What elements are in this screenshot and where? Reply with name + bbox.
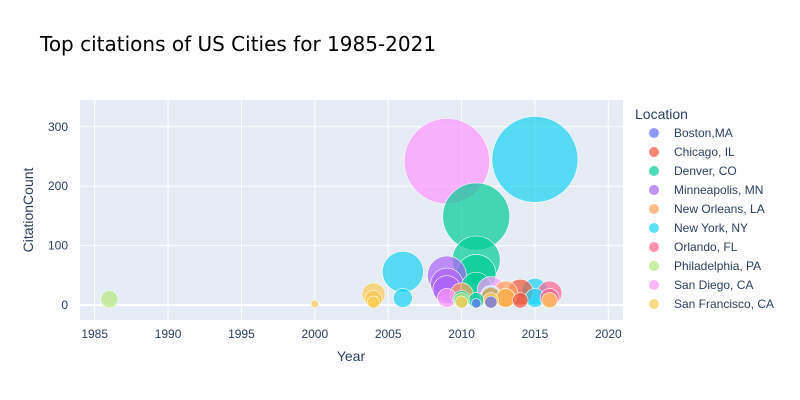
legend-label: Philadelphia, PA (674, 259, 761, 273)
legend-marker (649, 128, 659, 138)
x-tick-label: 1985 (81, 327, 108, 341)
bubble-san-francisco-ca-4[interactable] (455, 295, 469, 309)
legend-marker (649, 147, 659, 157)
legend-item-san-diego-ca[interactable]: San Diego, CA (649, 278, 753, 292)
legend-label: Denver, CO (674, 164, 737, 178)
x-tick-label: 2020 (595, 327, 622, 341)
bubble-chicago-il-1[interactable] (512, 292, 529, 309)
legend-item-chicago-il[interactable]: Chicago, IL (649, 145, 735, 159)
legend-item-orlando-fl[interactable]: Orlando, FL (649, 240, 738, 254)
x-tick-label: 2015 (522, 327, 549, 341)
legend-marker (649, 299, 659, 309)
y-tick-label: 200 (48, 179, 68, 193)
legend-item-denver-co[interactable]: Denver, CO (649, 164, 737, 178)
legend-marker (649, 166, 659, 176)
y-tick-labels: 0 100 200 300 (48, 120, 68, 312)
x-tick-label: 2005 (375, 327, 402, 341)
legend-label: Boston,MA (674, 126, 733, 140)
legend-item-new-orleans-la[interactable]: New Orleans, LA (649, 202, 765, 216)
y-tick-label: 100 (48, 239, 68, 253)
bubbles-layer (100, 116, 579, 309)
bubble-boston-ma-0[interactable] (471, 298, 482, 309)
y-axis-label: CitationCount (20, 167, 36, 252)
legend-marker (649, 261, 659, 271)
bubble-new-york-ny-0[interactable] (491, 116, 579, 203)
x-axis-label: Year (337, 348, 366, 364)
bubble-philadelphia-pa-0[interactable] (100, 290, 119, 309)
legend-marker (649, 204, 659, 214)
bubble-san-francisco-ca-7[interactable] (367, 295, 380, 309)
bubble-san-francisco-ca-2[interactable] (310, 299, 319, 309)
legend-label: San Francisco, CA (674, 297, 774, 311)
legend-marker (649, 280, 659, 290)
legend-label: Minneapolis, MN (674, 183, 763, 197)
chart-title: Top citations of US Cities for 1985-2021 (39, 32, 436, 56)
legend-label: Chicago, IL (674, 145, 735, 159)
legend-label: New Orleans, LA (674, 202, 765, 216)
legend-marker (649, 185, 659, 195)
legend-item-philadelphia-pa[interactable]: Philadelphia, PA (649, 259, 761, 273)
legend-label: New York, NY (674, 221, 748, 235)
legend-label: Orlando, FL (674, 240, 738, 254)
legend-title: Location (635, 106, 688, 122)
legend-marker (649, 242, 659, 252)
legend-item-minneapolis-mn[interactable]: Minneapolis, MN (649, 183, 763, 197)
bubble-boston-ma-1[interactable] (484, 295, 498, 309)
legend-label: San Diego, CA (674, 278, 753, 292)
bubble-san-francisco-ca-3[interactable] (495, 288, 516, 308)
legend[interactable]: Boston,MA Chicago, IL Denver, CO Minneapoli… (649, 126, 774, 311)
legend-item-san-francisco-ca[interactable]: San Francisco, CA (649, 297, 774, 311)
bubble-new-york-ny-3[interactable] (393, 288, 413, 308)
x-tick-label: 1995 (228, 327, 255, 341)
x-tick-label: 1990 (155, 327, 182, 341)
y-tick-label: 0 (61, 298, 68, 312)
bubble-san-francisco-ca-6[interactable] (541, 292, 558, 309)
legend-item-new-york-ny[interactable]: New York, NY (649, 221, 748, 235)
legend-marker (649, 223, 659, 233)
legend-item-boston-ma[interactable]: Boston,MA (649, 126, 733, 140)
x-tick-label: 2010 (448, 327, 475, 341)
x-tick-label: 2000 (301, 327, 328, 341)
x-tick-labels: 1985 1990 1995 2000 2005 2010 2015 2020 (81, 327, 622, 341)
y-tick-label: 300 (48, 120, 68, 134)
bubble-new-york-ny-1[interactable] (382, 250, 424, 293)
